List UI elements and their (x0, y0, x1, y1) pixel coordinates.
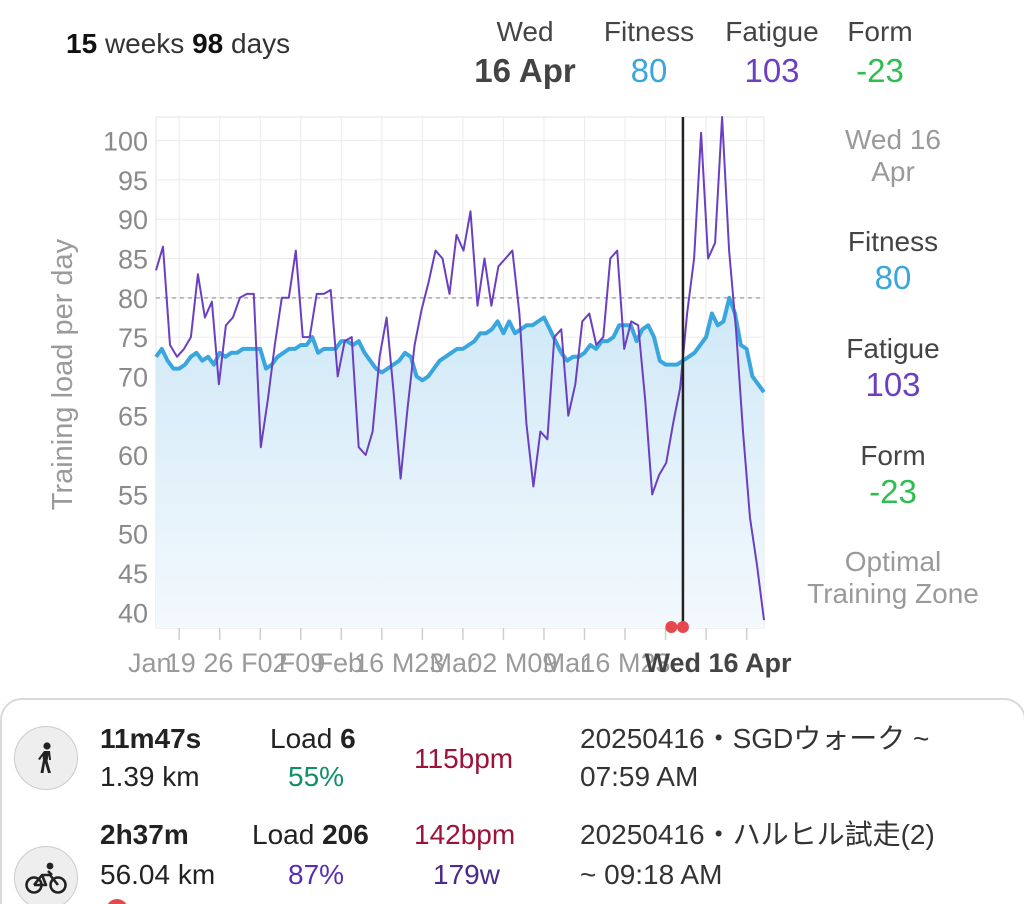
activity-load-label: Load (270, 723, 333, 754)
activity-title: 20250416・ハルヒル試走(2) (580, 819, 935, 850)
activity-power: 179w (433, 859, 500, 890)
y-tick-label: 40 (118, 598, 148, 628)
activity-load-value: 206 (322, 819, 369, 850)
x-tick-label: F02 (241, 648, 288, 678)
activity-list-card: 11m47s 1.39 km Load 6 55% 115bpm 2025041… (0, 698, 1024, 904)
activity-intensity: 87% (288, 859, 345, 890)
side-fatigue-label: Fatigue (846, 333, 940, 364)
y-tick-label: 60 (118, 441, 148, 471)
side-fitness-value: 80 (874, 259, 912, 296)
y-tick-label: 45 (118, 559, 148, 589)
header-date-value: 16 Apr (474, 52, 576, 89)
activity-duration: 11m47s (100, 723, 202, 754)
side-form-label: Form (860, 440, 926, 471)
side-zone-line1: Optimal (844, 546, 942, 577)
x-tick-label: 26 (203, 648, 233, 678)
activity-row-walk[interactable]: 11m47s 1.39 km Load 6 55% 115bpm 2025041… (2, 714, 1022, 814)
fitness-area (156, 297, 764, 628)
side-zone[interactable]: Optimal Training Zone (790, 546, 996, 610)
activity-duration: 2h37m (100, 819, 189, 850)
activity-title: 20250416・SGDウォーク ~ (580, 723, 930, 754)
x-tick-label: Jan (128, 648, 172, 678)
x-tick-label: Mar (543, 648, 590, 678)
period-weeks-word: weeks (104, 28, 185, 59)
side-form-value: -23 (869, 473, 917, 510)
side-date-line1: Wed 16 (845, 124, 941, 155)
x-tick-label: M23 (392, 648, 445, 678)
side-zone-line2: Training Zone (807, 578, 979, 609)
activity-load-value: 6 (340, 723, 356, 754)
activity-marker (676, 621, 689, 633)
y-tick-label: 75 (118, 323, 148, 353)
y-tick-label: 80 (118, 284, 148, 314)
header-form-label: Form (847, 16, 913, 47)
y-tick-label: 95 (118, 166, 148, 196)
header-fitness-value: 80 (630, 52, 668, 89)
y-tick-label: 65 (118, 402, 148, 432)
activity-row-ride[interactable]: 2h37m 56.04 km Load 206 87% 142bpm 179w … (2, 814, 1022, 904)
y-axis-label: Training load per day (47, 238, 79, 510)
x-tick-label: F09 (279, 648, 326, 678)
x-tick-label: 16 (354, 648, 384, 678)
x-tick-label: M23 (618, 648, 671, 678)
x-tick-label: M09 (505, 648, 558, 678)
y-tick-label: 100 (103, 127, 148, 157)
period-summary: 15 weeks 98 days (66, 28, 290, 60)
header-fitness: Fitness 80 (596, 16, 702, 90)
x-tick-label: 16 (580, 648, 610, 678)
walk-icon (14, 726, 78, 790)
header-date: Wed 16 Apr (466, 16, 584, 90)
activity-time: ~ 09:18 AM (580, 859, 723, 890)
header-fitness-label: Fitness (603, 16, 695, 47)
notification-dot (106, 899, 128, 904)
x-tick-label: 19 (166, 648, 196, 678)
side-fitness: Fitness 80 (790, 226, 996, 298)
activity-heart-rate: 115bpm (414, 743, 514, 774)
y-tick-label: 55 (118, 480, 148, 510)
side-fitness-label: Fitness (847, 226, 939, 257)
activity-heart-rate: 142bpm (414, 819, 516, 850)
activity-distance: 56.04 km (100, 859, 216, 890)
x-tick-label: Feb (316, 648, 363, 678)
y-tick-label: 70 (118, 362, 148, 392)
side-form: Form -23 (790, 440, 996, 512)
side-date-line2: Apr (871, 156, 915, 187)
header-date-day: Wed (496, 16, 554, 47)
header-form: Form -23 (838, 16, 922, 90)
activity-load-label: Load (252, 819, 315, 850)
side-fatigue-value: 103 (865, 366, 921, 403)
side-panel: Wed 16 Apr (790, 124, 996, 188)
y-tick-label: 90 (118, 205, 148, 235)
period-days-word: days (231, 28, 291, 59)
activity-marker (665, 621, 678, 633)
x-tick-label: Mar (430, 648, 477, 678)
activity-distance: 1.39 km (100, 761, 200, 792)
period-days-number: 98 (192, 28, 224, 59)
x-tick-label: 02 (467, 648, 497, 678)
period-weeks-number: 15 (66, 28, 98, 59)
activity-load: Load 206 (252, 816, 369, 854)
activity-intensity: 55% (288, 761, 345, 792)
header-form-value: -23 (856, 52, 904, 89)
header-fatigue: Fatigue 103 (716, 16, 828, 90)
header-fatigue-value: 103 (744, 52, 800, 89)
activity-time: 07:59 AM (580, 761, 699, 792)
side-fatigue: Fatigue 103 (790, 333, 996, 405)
bike-icon (14, 846, 78, 904)
activity-load: Load 6 (270, 720, 356, 758)
y-tick-label: 50 (118, 520, 148, 550)
y-tick-label: 85 (118, 245, 148, 275)
series-line-fatigue (155, 116, 765, 621)
x-selected-label: Wed 16 Apr (644, 648, 792, 678)
header-fatigue-label: Fatigue (725, 16, 819, 47)
